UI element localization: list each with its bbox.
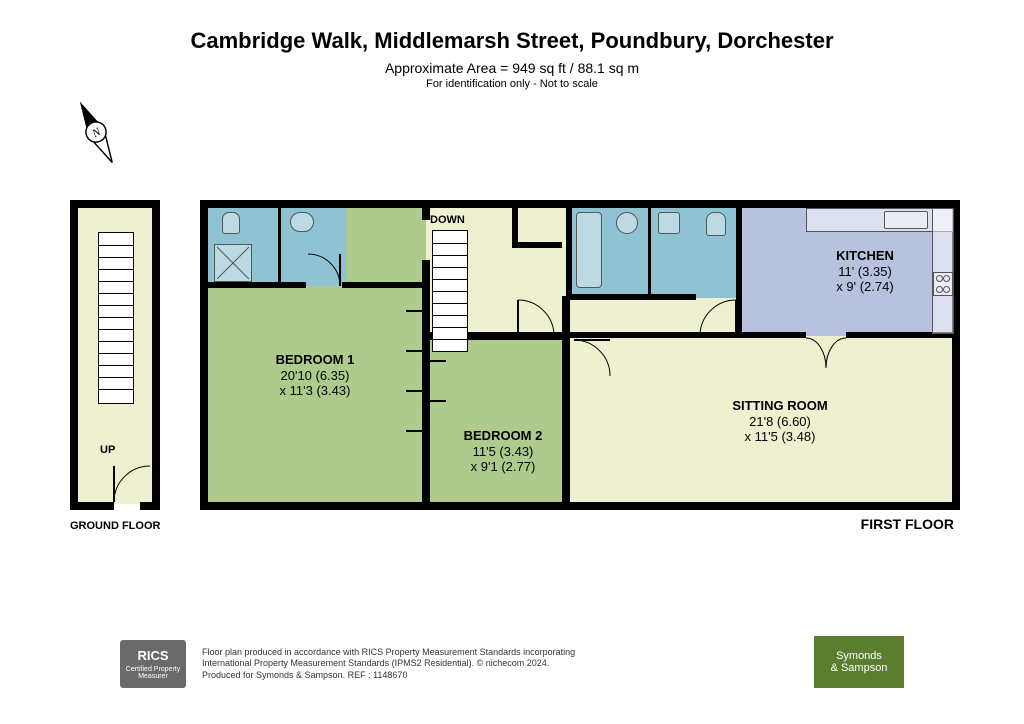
down-label: DOWN xyxy=(430,214,465,226)
bathtub-icon xyxy=(576,212,602,288)
first-floor-block: DOWN xyxy=(200,200,960,510)
door-icon xyxy=(304,250,344,290)
scale-note: For identification only - Not to scale xyxy=(0,78,1024,90)
basin-icon xyxy=(658,212,680,234)
sink-icon xyxy=(884,211,928,229)
door-icon xyxy=(570,336,614,380)
hob-icon xyxy=(933,272,953,296)
up-label: UP xyxy=(100,444,115,456)
page-title: Cambridge Walk, Middlemarsh Street, Poun… xyxy=(0,28,1024,54)
basin-ensuite-icon xyxy=(290,212,314,232)
footer-text: Floor plan produced in accordance with R… xyxy=(202,647,575,681)
toilet-ensuite-icon xyxy=(222,212,240,234)
stairs-first xyxy=(432,230,468,352)
rics-badge: RICS Certified Property Measurer xyxy=(120,640,186,688)
basin-round-icon xyxy=(616,212,638,234)
door-double-icon xyxy=(802,336,850,376)
door-icon xyxy=(696,296,740,340)
first-floor-label: FIRST FLOOR xyxy=(861,516,954,532)
shower-icon xyxy=(214,244,252,282)
kitchen-counter-right xyxy=(932,208,954,334)
kitchen-label: KITCHEN 11' (3.35) x 9' (2.74) xyxy=(810,248,920,295)
area-line: Approximate Area = 949 sq ft / 88.1 sq m xyxy=(0,60,1024,76)
bedroom2-label: BEDROOM 2 11'5 (3.43) x 9'1 (2.77) xyxy=(448,428,558,475)
sitting-label: SITTING ROOM 21'8 (6.60) x 11'5 (3.48) xyxy=(700,398,860,445)
door-icon xyxy=(514,296,558,340)
compass-icon: N xyxy=(60,96,132,168)
header: Cambridge Walk, Middlemarsh Street, Poun… xyxy=(0,0,1024,90)
bedroom1-label: BEDROOM 1 20'10 (6.35) x 11'3 (3.43) xyxy=(240,352,390,399)
floor-plan: UP xyxy=(70,200,960,540)
ground-floor-label: GROUND FLOOR xyxy=(70,520,160,532)
ground-floor-block: UP xyxy=(70,200,160,510)
footer: RICS Certified Property Measurer Floor p… xyxy=(0,624,1024,724)
toilet-icon xyxy=(706,212,726,236)
stairs-ground xyxy=(98,232,134,404)
bedroom-2 xyxy=(426,336,566,504)
company-badge: Symonds & Sampson xyxy=(814,636,904,688)
